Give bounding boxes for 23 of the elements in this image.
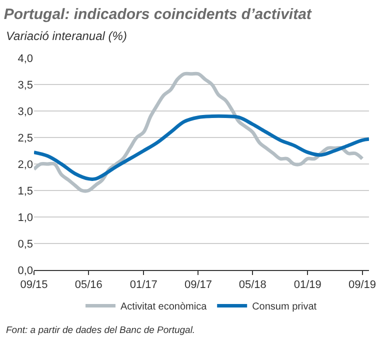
chart-title: Portugal: indicadors coincidents d’activitat [4,6,312,23]
y-tick-label: 3,5 [18,79,33,92]
x-tick-label: 01/17 [130,279,158,292]
x-tick-label: 09/17 [184,279,212,292]
y-tick-label: 1,0 [18,212,33,224]
y-tick-label: 2,5 [18,132,33,144]
y-tick-label: 1,5 [18,185,33,198]
y-tick-label: 0,0 [18,264,33,277]
y-tick-label: 0,5 [18,238,33,250]
line-series [34,72,364,193]
x-tick-label: 05/18 [238,279,266,292]
y-tick-label: 4,0 [18,52,33,65]
y-tick-label: 3,0 [18,106,33,118]
chart-subtitle: Variació interanual (%) [6,29,127,43]
legend-label: Activitat econòmica [120,302,208,313]
y-tick-label: 2,0 [18,158,33,171]
x-tick-label: 05/16 [74,279,102,292]
x-tick-label: 09/15 [20,279,48,292]
legend-label: Consum privat [252,302,317,313]
text: Font: a partir de dades del Banc de Portugal. [6,325,196,336]
line-series [34,114,369,181]
x-tick-label: 01/19 [294,279,322,292]
x-tick-label: 09/19 [348,279,376,292]
